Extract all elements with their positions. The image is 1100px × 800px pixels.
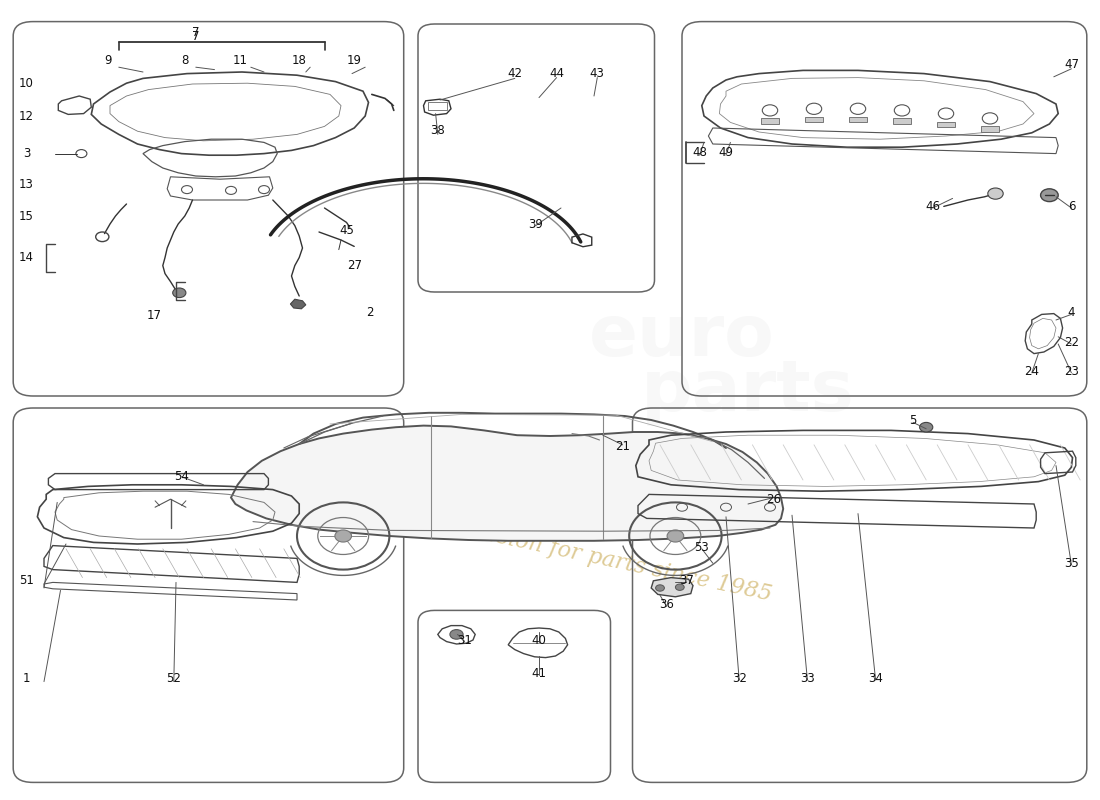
Polygon shape — [651, 578, 693, 597]
Text: 24: 24 — [1024, 365, 1040, 378]
Circle shape — [450, 630, 463, 639]
Text: 31: 31 — [456, 634, 472, 646]
Text: 14: 14 — [19, 251, 34, 264]
Text: 9: 9 — [104, 54, 111, 67]
Circle shape — [173, 288, 186, 298]
Circle shape — [920, 422, 933, 432]
Text: 33: 33 — [800, 672, 815, 685]
Text: 3: 3 — [23, 147, 30, 160]
Text: 15: 15 — [19, 210, 34, 222]
Text: 7: 7 — [192, 30, 199, 42]
Text: 37: 37 — [679, 574, 694, 587]
Text: 10: 10 — [19, 77, 34, 90]
Text: 36: 36 — [659, 598, 674, 611]
Circle shape — [656, 585, 664, 591]
Polygon shape — [231, 426, 783, 541]
Text: 46: 46 — [925, 200, 940, 213]
Text: parts: parts — [641, 358, 855, 426]
Polygon shape — [981, 126, 999, 132]
Polygon shape — [805, 117, 823, 122]
Text: 40: 40 — [531, 634, 547, 646]
Circle shape — [667, 530, 684, 542]
Text: 6: 6 — [1068, 200, 1075, 213]
Polygon shape — [290, 299, 306, 309]
Text: 5: 5 — [910, 414, 916, 427]
Text: 54: 54 — [174, 470, 189, 483]
Text: 27: 27 — [346, 259, 362, 272]
Text: 7: 7 — [192, 26, 199, 38]
Text: 21: 21 — [615, 440, 630, 453]
Circle shape — [1041, 189, 1058, 202]
Text: 4: 4 — [1068, 306, 1075, 318]
Text: 17: 17 — [146, 309, 162, 322]
Circle shape — [988, 188, 1003, 199]
Text: 18: 18 — [292, 54, 307, 67]
Polygon shape — [937, 122, 955, 127]
Text: 41: 41 — [531, 667, 547, 680]
Text: 44: 44 — [549, 67, 564, 80]
Text: 11: 11 — [232, 54, 248, 67]
Text: 35: 35 — [1064, 557, 1079, 570]
Text: 47: 47 — [1064, 58, 1079, 71]
Text: 34: 34 — [868, 672, 883, 685]
Text: 8: 8 — [182, 54, 188, 67]
Text: 2: 2 — [366, 306, 373, 319]
Text: 26: 26 — [766, 493, 781, 506]
Text: 48: 48 — [692, 146, 707, 158]
Circle shape — [334, 530, 352, 542]
Text: 23: 23 — [1064, 365, 1079, 378]
Circle shape — [675, 584, 684, 590]
Polygon shape — [761, 118, 779, 124]
Text: 38: 38 — [430, 124, 446, 137]
Text: 19: 19 — [346, 54, 362, 67]
Text: 22: 22 — [1064, 336, 1079, 349]
Text: 42: 42 — [507, 67, 522, 80]
Text: a passion for parts since 1985: a passion for parts since 1985 — [437, 514, 773, 606]
Text: 52: 52 — [166, 672, 182, 685]
Text: 45: 45 — [339, 224, 354, 237]
Text: 32: 32 — [732, 672, 747, 685]
Text: 12: 12 — [19, 110, 34, 122]
Text: euro: euro — [590, 302, 774, 370]
Text: 51: 51 — [19, 574, 34, 587]
Text: 13: 13 — [19, 178, 34, 190]
Polygon shape — [893, 118, 911, 124]
Text: 49: 49 — [718, 146, 734, 158]
Text: 53: 53 — [694, 541, 710, 554]
Text: 1: 1 — [23, 672, 30, 685]
Polygon shape — [849, 117, 867, 122]
Text: 39: 39 — [528, 218, 543, 230]
Text: 43: 43 — [590, 67, 605, 80]
